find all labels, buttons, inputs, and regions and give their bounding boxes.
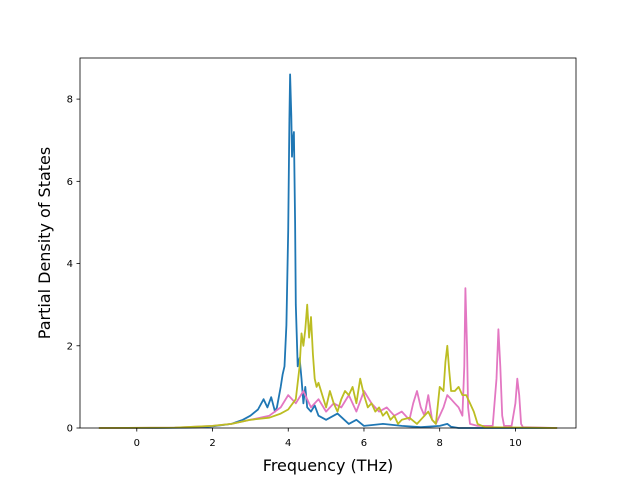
y-tick-label: 6	[67, 177, 73, 188]
y-axis-label: Partial Density of States	[35, 147, 54, 339]
series-layer	[98, 73, 558, 429]
plot-frame	[79, 57, 577, 429]
x-tick-label: 0	[134, 438, 140, 449]
series-line-2	[98, 287, 558, 429]
series-line-3	[98, 303, 558, 429]
y-tick-label: 0	[67, 424, 73, 435]
x-tick-label: 6	[361, 438, 367, 449]
y-tick-label: 8	[67, 95, 73, 106]
y-tick-label: 4	[67, 259, 73, 270]
x-tick-label: 2	[209, 438, 215, 449]
y-tick-label: 2	[67, 341, 73, 352]
x-tick-label: 4	[285, 438, 291, 449]
x-tick-label: 8	[437, 438, 443, 449]
x-axis-ticks: 0 2 4 6 8 10	[134, 428, 522, 449]
x-tick-label: 10	[509, 438, 522, 449]
x-axis-label: Frequency (THz)	[263, 456, 393, 475]
series-line-1	[98, 73, 558, 429]
y-axis-ticks: 0 2 4 6 8	[67, 95, 80, 435]
